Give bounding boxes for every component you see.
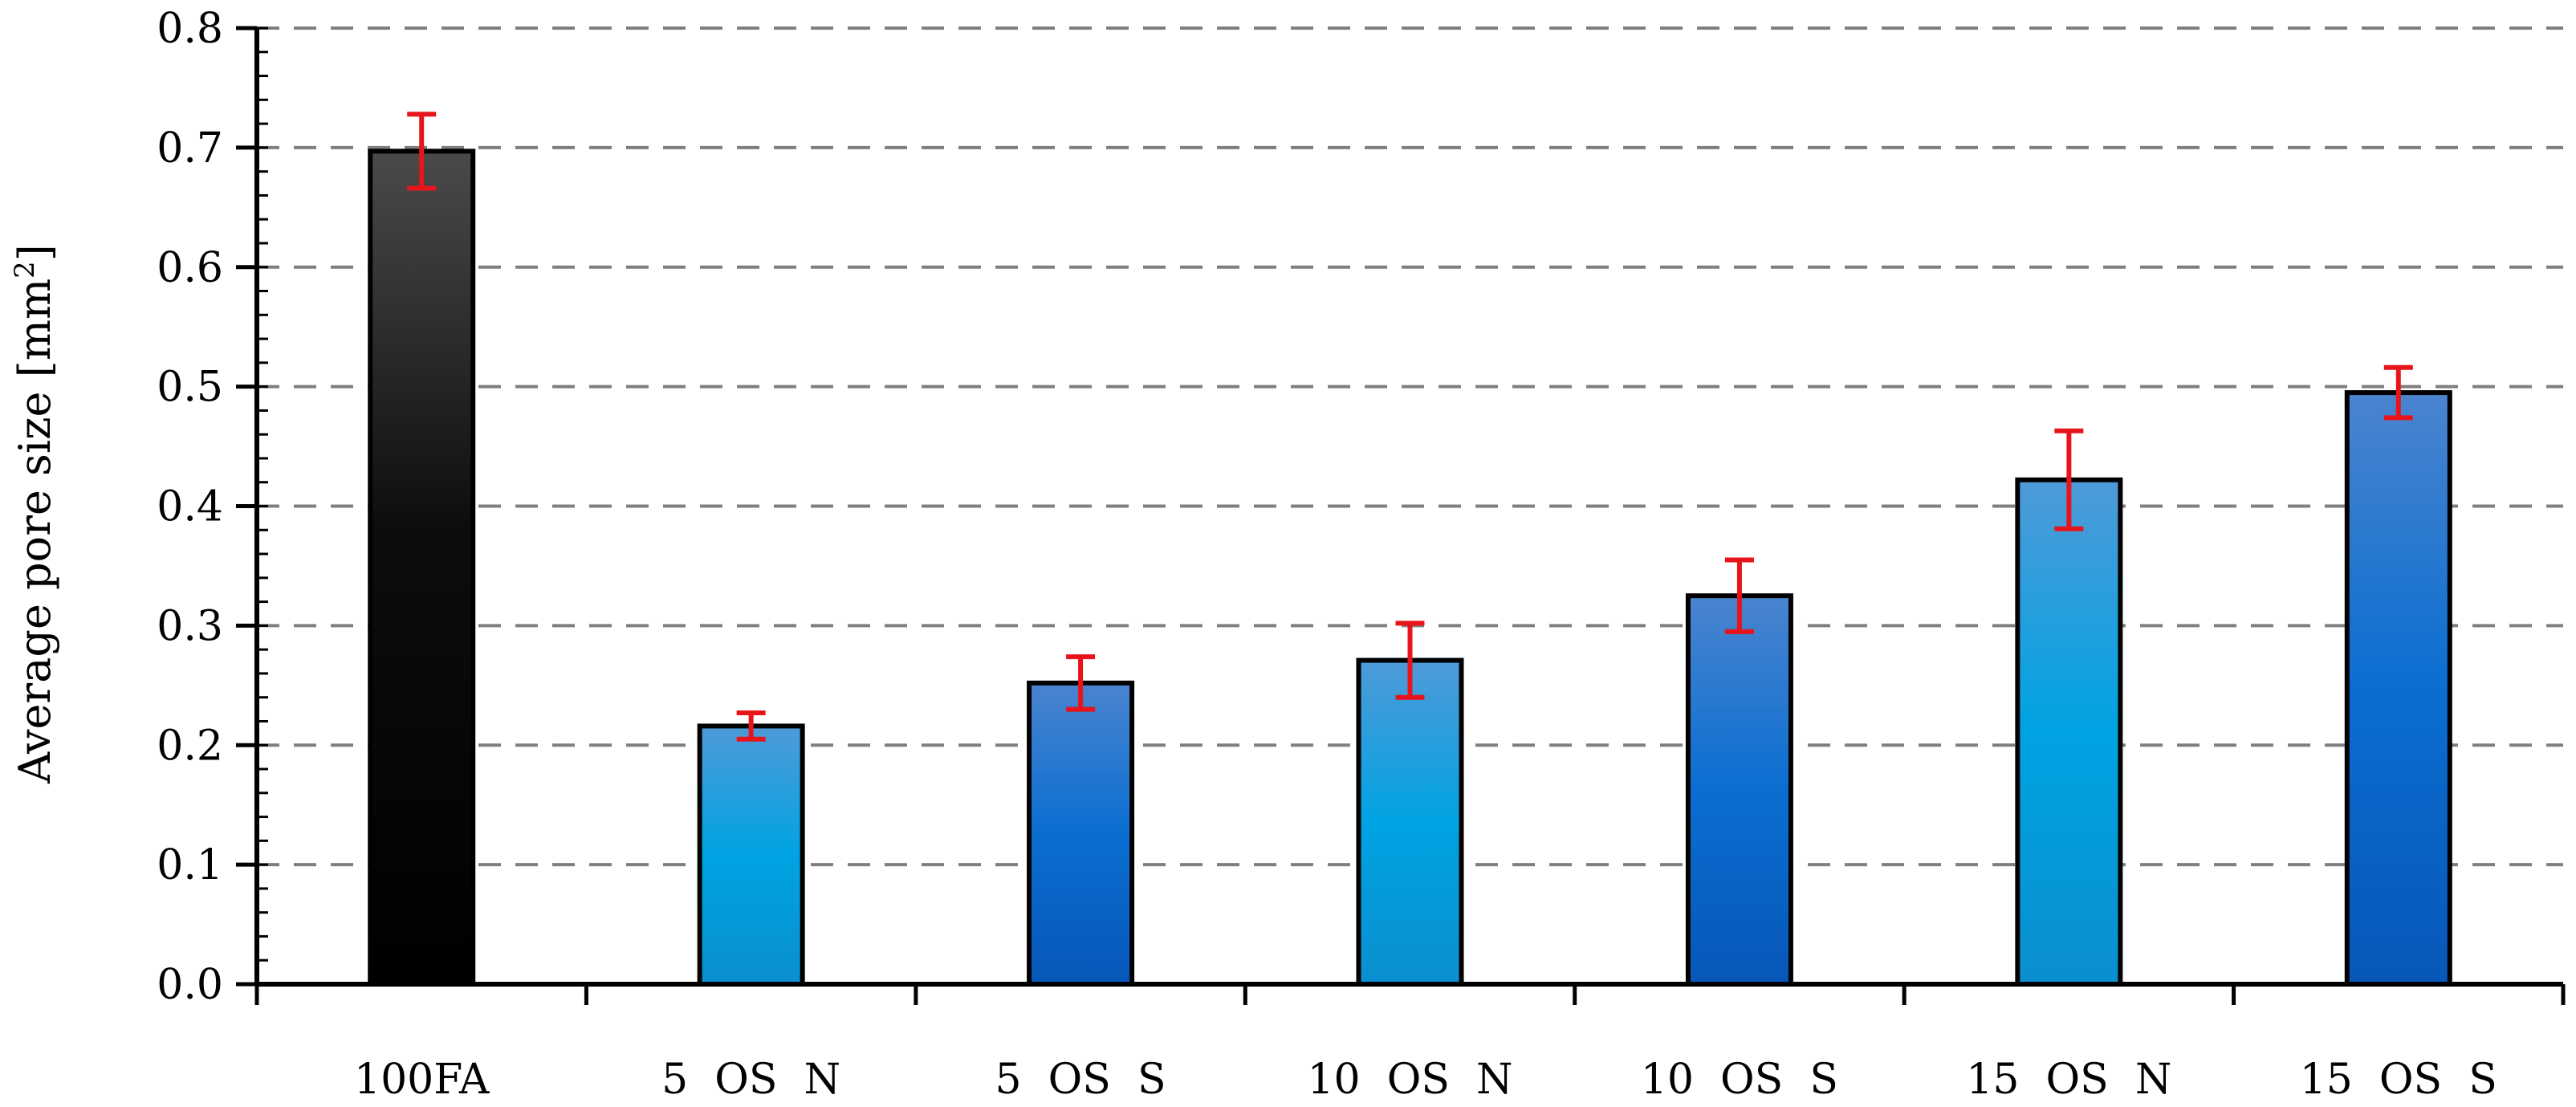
y-tick-label: 0.2 [157, 722, 223, 770]
x-category-label: 15 OS N [1966, 1056, 2171, 1104]
axes [236, 26, 2566, 1005]
bar [1356, 657, 1464, 987]
x-category-label: 5 OS N [661, 1056, 840, 1104]
bars [368, 149, 2452, 987]
bar [1685, 593, 1793, 987]
bar [2344, 390, 2452, 987]
y-tick-label: 0.8 [157, 5, 223, 53]
bar [368, 149, 476, 987]
y-tick-label: 0.7 [157, 124, 223, 173]
error-bars [407, 112, 2413, 742]
x-category-label: 15 OS S [2300, 1056, 2497, 1104]
y-tick-label: 0.0 [157, 961, 223, 1009]
bar [1027, 680, 1135, 987]
x-category-label: 5 OS S [995, 1056, 1166, 1104]
x-category-label: 10 OS S [1641, 1056, 1838, 1104]
y-tick-label: 0.4 [157, 483, 223, 531]
y-tick-label: 0.3 [157, 602, 223, 650]
y-axis-title: Average pore size [mm2] [9, 244, 60, 784]
bar [2015, 477, 2123, 987]
y-tick-label: 0.1 [157, 841, 223, 889]
category-labels: 100FA 5 OS N 5 OS S 10 OS N 10 OS S 15 OS N 15… [354, 1056, 2497, 1104]
x-category-label: 10 OS N [1307, 1056, 1512, 1104]
y-tick-label: 0.6 [157, 244, 223, 292]
tick-labels: 0.0 0.1 0.2 0.3 0.4 0.5 0.6 0.7 0.8 [157, 5, 223, 1009]
bar [697, 723, 805, 987]
y-tick-label: 0.5 [157, 364, 223, 412]
x-category-label: 100FA [354, 1056, 490, 1104]
